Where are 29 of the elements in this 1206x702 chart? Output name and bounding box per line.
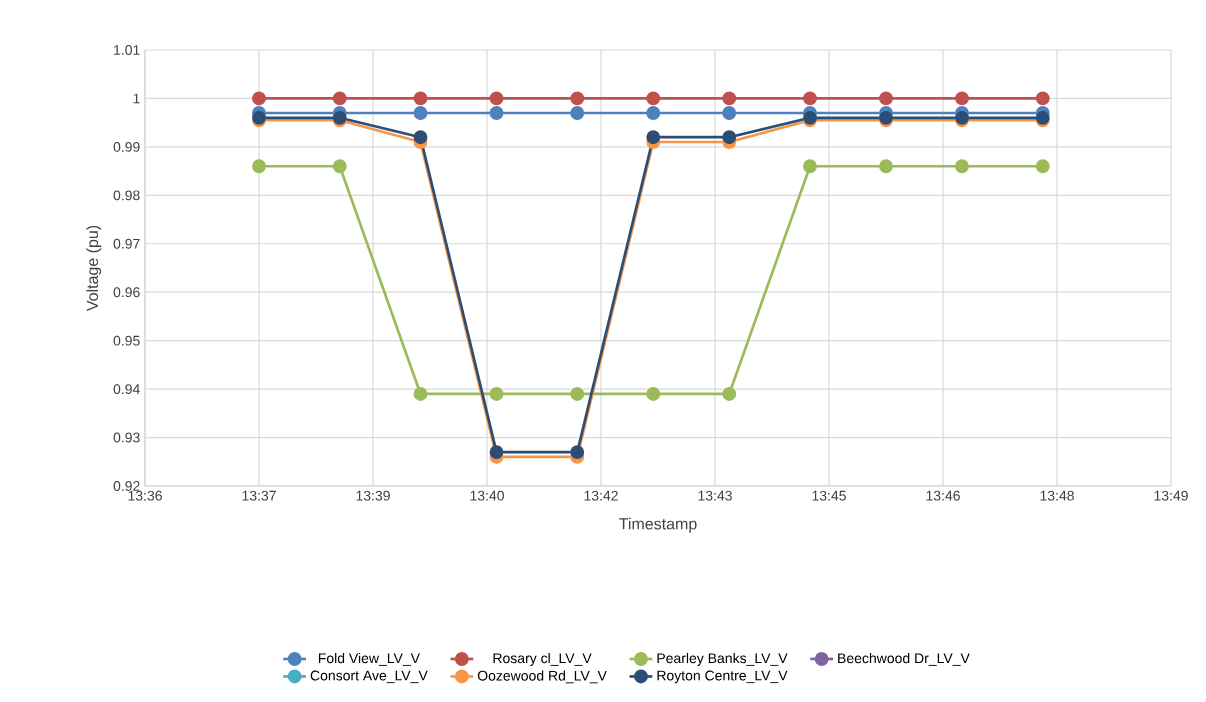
legend-label: Fold View_LV_V [318, 652, 420, 666]
y-axis-title: Voltage (pu) [86, 225, 102, 312]
legend-label: Rosary cl_LV_V [493, 652, 592, 666]
x-tick-label: 13:48 [1040, 490, 1074, 501]
y-tick-label: 0.96 [113, 287, 140, 298]
x-tick-label: 13:43 [698, 490, 732, 501]
y-tick-label: 1.01 [114, 45, 140, 55]
y-tick-label: 0.97 [113, 238, 140, 249]
legend-label: Consort Ave_LV_V [310, 670, 428, 684]
x-tick-label: 13:39 [356, 490, 390, 501]
y-tick-label: 0.94 [113, 384, 140, 395]
y-tick-label: 0.92 [113, 481, 140, 491]
x-tick-label: 13:40 [470, 490, 504, 501]
legend-label: Pearley Banks_LV_V [657, 652, 788, 666]
x-tick-label: 13:49 [1154, 490, 1188, 501]
x-tick-label: 13:45 [812, 490, 846, 501]
x-tick-label: 13:42 [584, 490, 618, 501]
legend-label: Oozewood Rd_LV_V [477, 670, 607, 684]
x-tick-label: 13:36 [128, 490, 162, 501]
y-tick-label: 0.98 [113, 190, 140, 201]
x-axis-title: Timestamp [619, 517, 697, 533]
x-tick-label: 13:37 [242, 490, 276, 501]
y-tick-label: 0.95 [113, 335, 140, 346]
x-tick-label: 13:46 [926, 490, 960, 501]
y-tick-label: 1 [133, 93, 140, 104]
y-tick-label: 0.99 [113, 141, 140, 152]
y-tick-label: 0.93 [113, 432, 140, 443]
legend-label: Beechwood Dr_LV_V [838, 652, 970, 666]
legend-label: Royton Centre_LV_V [657, 670, 788, 684]
